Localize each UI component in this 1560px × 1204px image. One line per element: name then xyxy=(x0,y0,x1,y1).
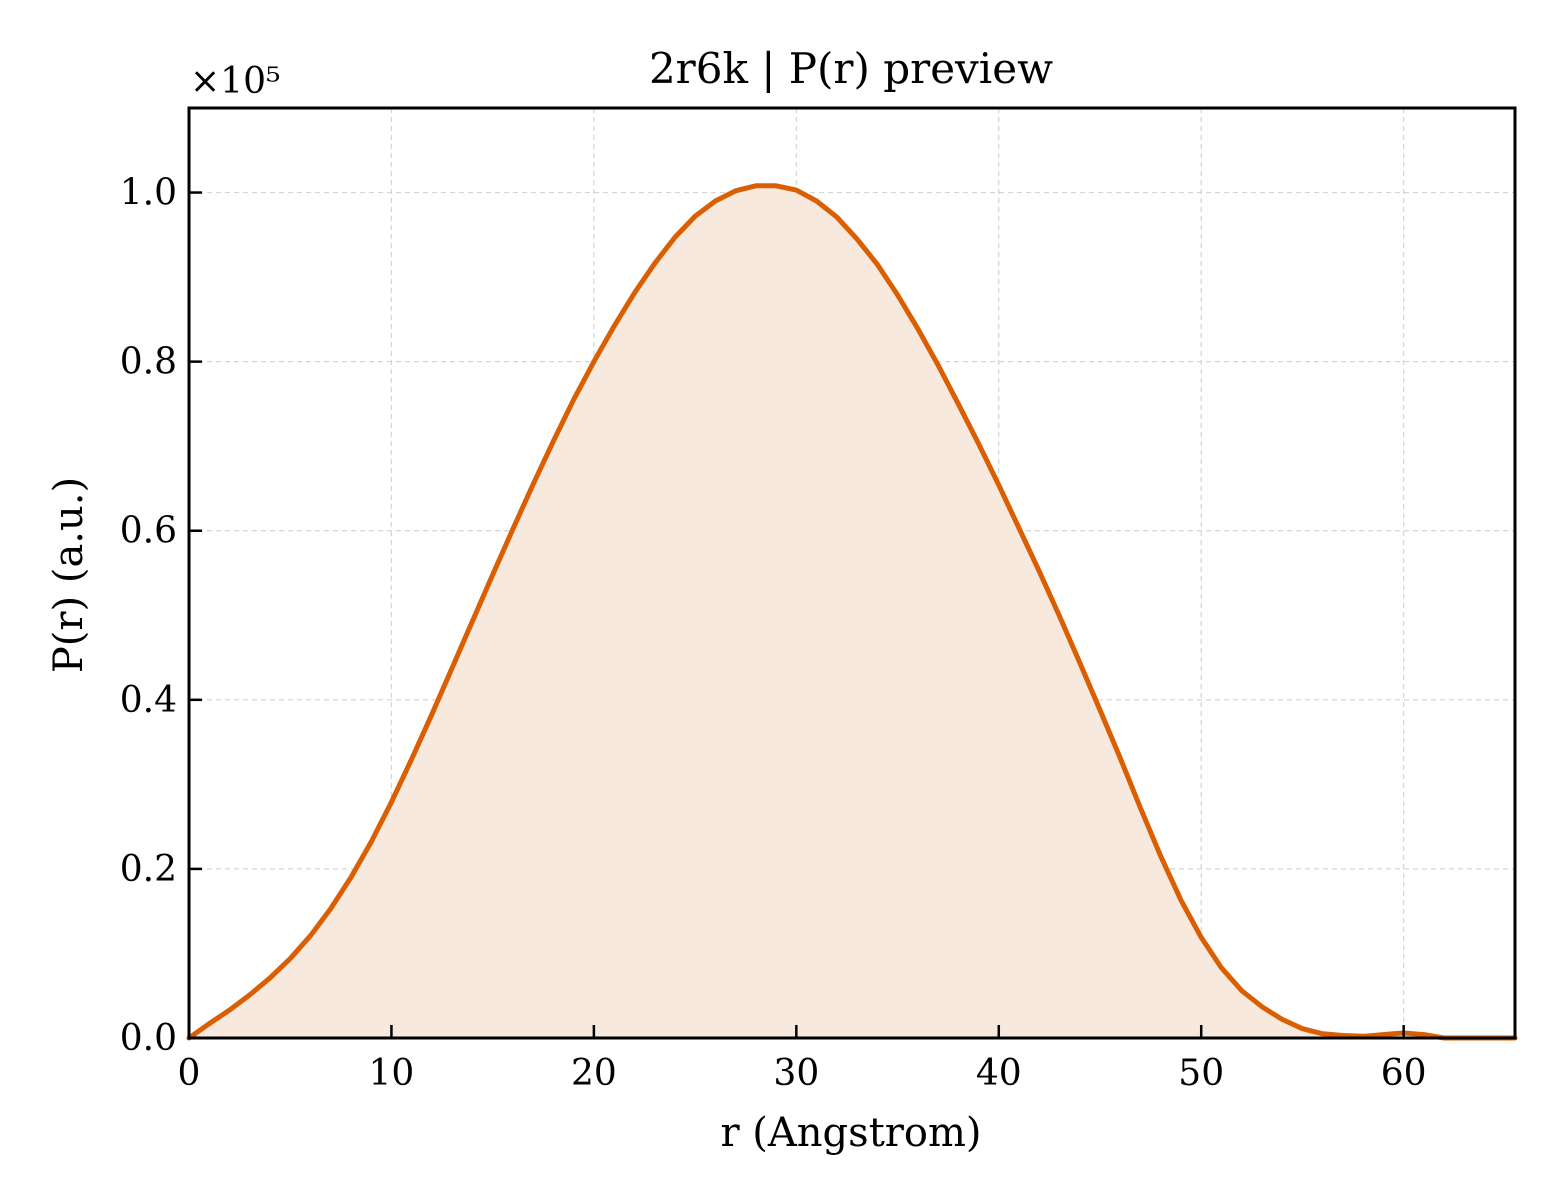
y-axis-label: P(r) (a.u.) xyxy=(46,477,92,673)
pr-area-fill xyxy=(189,185,1515,1038)
y-tick-label: 0.4 xyxy=(120,680,177,721)
y-tick-label: 0.6 xyxy=(120,511,177,552)
chart-title: 2r6k | P(r) preview xyxy=(649,44,1053,93)
x-axis-label: r (Angstrom) xyxy=(720,1110,981,1156)
y-tick-label: 0.0 xyxy=(120,1018,177,1059)
x-tick-label: 20 xyxy=(571,1053,617,1094)
y-tick-label: 1.0 xyxy=(120,173,177,214)
x-tick-label: 10 xyxy=(369,1053,415,1094)
y-offset-label: ×10⁵ xyxy=(190,61,280,102)
x-tick-label: 50 xyxy=(1178,1053,1224,1094)
x-tick-label: 30 xyxy=(773,1053,819,1094)
pr-series-line xyxy=(186,183,1518,1041)
x-tick-label: 60 xyxy=(1381,1053,1427,1094)
ticks: 0 10 20 30 40 50 60 0.0 0.2 0.4 0.6 0.8 1.0 xyxy=(120,173,1427,1094)
y-tick-label: 0.8 xyxy=(120,342,177,383)
x-tick-label: 0 xyxy=(178,1053,201,1094)
plot-frame xyxy=(187,106,1517,1040)
x-tick-label: 40 xyxy=(976,1053,1022,1094)
y-tick-label: 0.2 xyxy=(120,849,177,890)
